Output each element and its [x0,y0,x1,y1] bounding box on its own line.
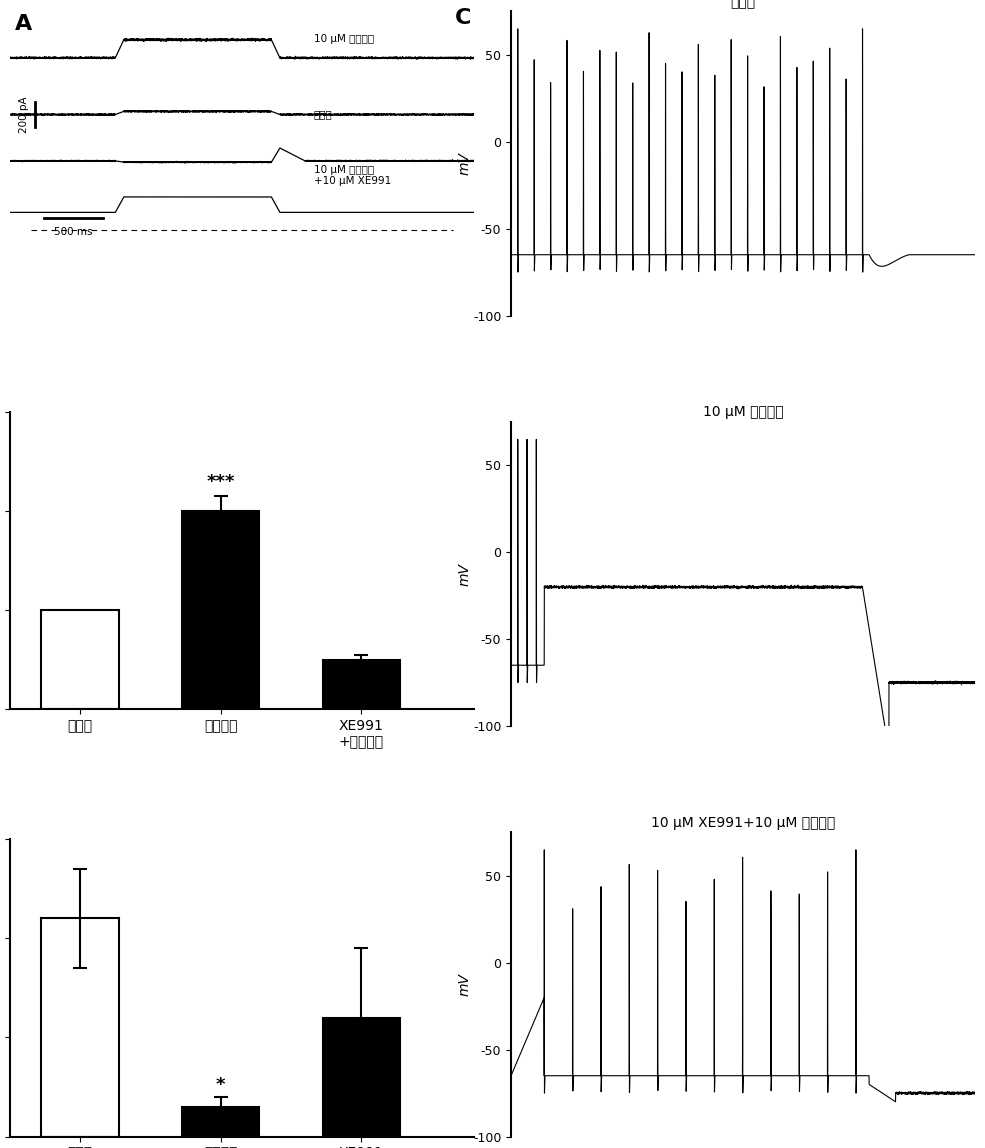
Bar [323,1017,400,1137]
Text: ***: *** [207,473,235,491]
Bar [41,610,119,709]
Title: 对照组: 对照组 [731,0,755,9]
Bar [323,660,400,709]
Text: A: A [15,14,32,34]
Text: 200 pA: 200 pA [19,96,29,133]
Y-axis label: mV: mV [458,152,472,174]
Text: 对照组: 对照组 [313,109,332,119]
Bar [41,918,119,1137]
Bar [182,511,259,709]
Y-axis label: mV: mV [458,563,472,585]
Text: 500 ms: 500 ms [54,226,93,236]
Y-axis label: mV: mV [458,974,472,996]
Title: 10 μM 苯溴马隆: 10 μM 苯溴马隆 [702,405,783,419]
Text: 10 μM 苯溴马隆
+10 μM XE991: 10 μM 苯溴马隆 +10 μM XE991 [313,164,391,186]
Title: 10 μM XE991+10 μM 苯溴马隆: 10 μM XE991+10 μM 苯溴马隆 [651,816,835,830]
Text: C: C [455,8,472,29]
Text: *: * [216,1076,226,1094]
Bar [182,1107,259,1137]
Text: 10 μM 苯溴马隆: 10 μM 苯溴马隆 [313,33,373,44]
